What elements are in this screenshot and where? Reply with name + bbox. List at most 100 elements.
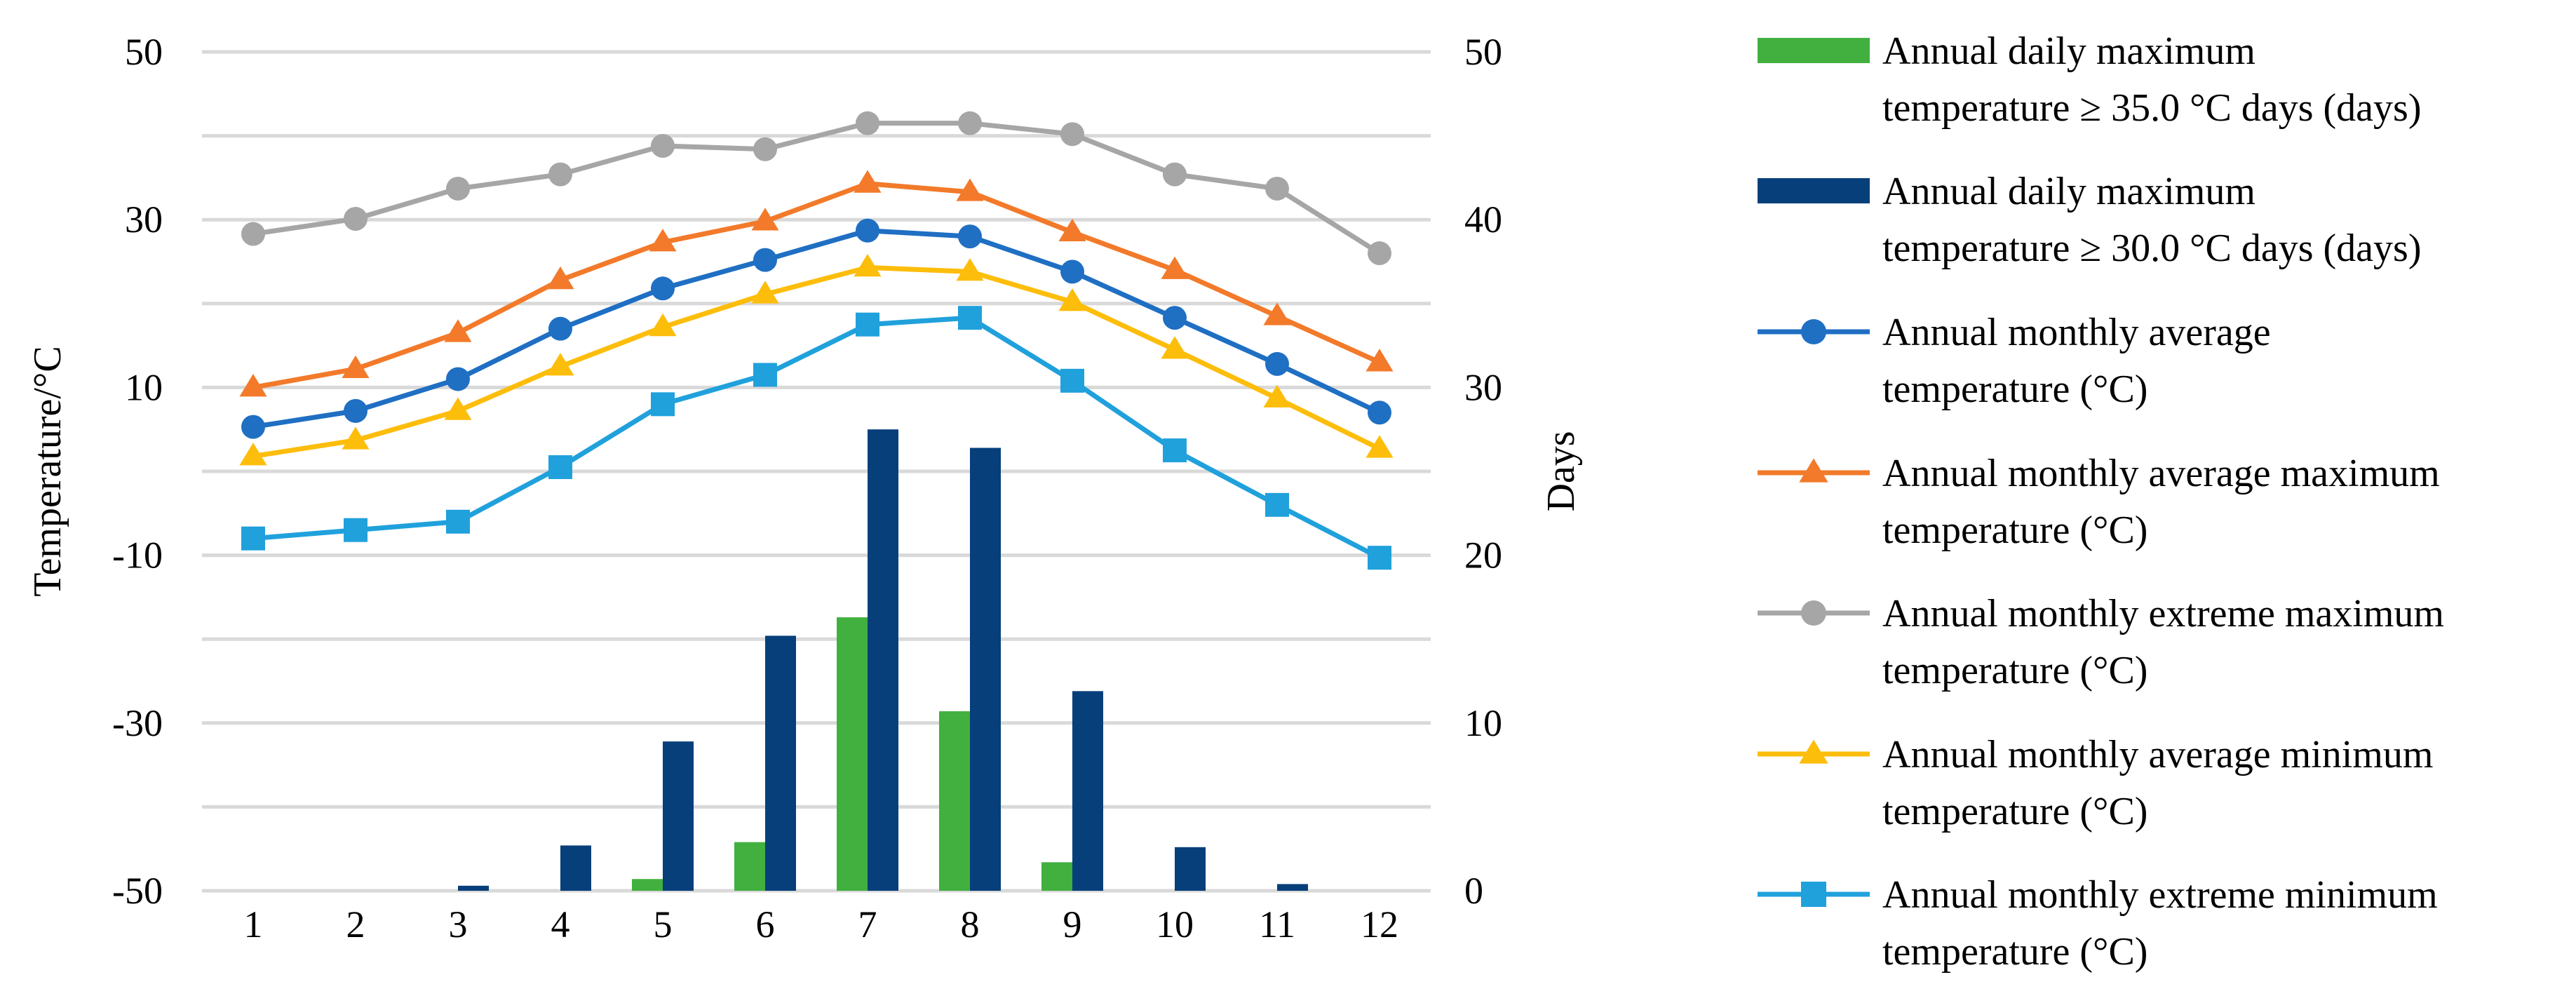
x-axis-ticks: 1 2 3 4 5 6 7 8 9 10 11 12 — [244, 903, 1399, 945]
data-point — [342, 426, 370, 450]
data-point — [1058, 218, 1086, 242]
bar-ge30 — [970, 447, 1001, 891]
line-series-ext-max — [241, 111, 1391, 266]
legend-ext-min: Annual monthly extreme minimum temperatur… — [1758, 873, 2438, 974]
right-tick-label: 20 — [1464, 534, 1502, 577]
data-point — [1163, 162, 1187, 187]
data-point — [1265, 351, 1289, 376]
data-point — [1365, 435, 1394, 458]
data-point — [239, 443, 267, 466]
data-point — [342, 355, 370, 379]
data-point — [1368, 400, 1391, 425]
data-point — [854, 253, 882, 277]
data-point — [649, 313, 677, 337]
legend-label: temperature (°C) — [1882, 649, 2147, 692]
legend-marker — [1801, 319, 1826, 344]
bar-ge30 — [1277, 884, 1308, 891]
right-tick-label: 10 — [1464, 702, 1502, 744]
x-tick-label: 11 — [1259, 903, 1295, 945]
x-tick-label: 1 — [244, 903, 263, 945]
bar-ge35 — [1041, 862, 1072, 891]
data-point — [446, 367, 470, 391]
data-point — [241, 526, 265, 551]
data-point — [446, 509, 470, 534]
right-tick-label: 30 — [1464, 366, 1502, 408]
data-point — [444, 319, 472, 342]
bar-ge35 — [632, 879, 663, 891]
legend-marker — [1799, 739, 1828, 764]
line-series-avg-min — [239, 253, 1394, 466]
series-line — [252, 228, 1381, 430]
x-tick-label: 12 — [1361, 903, 1398, 945]
bar-series-group — [458, 429, 1308, 891]
legend-label: temperature (°C) — [1882, 930, 2147, 974]
data-point — [751, 281, 779, 304]
x-tick-label: 9 — [1063, 903, 1082, 945]
legend-label: Annual monthly average minimum — [1882, 733, 2433, 776]
data-point — [958, 111, 982, 135]
series-line — [252, 315, 1381, 560]
x-tick-label: 6 — [756, 903, 775, 945]
bar-ge35 — [939, 711, 970, 891]
data-point — [1368, 546, 1391, 570]
data-point — [1161, 336, 1189, 359]
legend-label: temperature ≥ 30.0 °C days (days) — [1882, 227, 2421, 270]
legend-ext-max: Annual monthly extreme maximum temperatur… — [1758, 592, 2444, 692]
line-series-avg-max — [239, 170, 1394, 397]
series-line — [252, 121, 1381, 256]
legend-label: Annual daily maximum — [1882, 170, 2255, 213]
legend-label: Annual monthly extreme maximum — [1882, 592, 2444, 635]
data-point — [1058, 288, 1086, 311]
data-point — [1060, 368, 1084, 393]
data-point — [649, 229, 677, 252]
data-point — [1368, 241, 1391, 266]
data-point — [856, 312, 879, 337]
data-point — [241, 222, 265, 246]
line-series-group — [239, 111, 1394, 570]
legend-avg-min: Annual monthly average minimum temperatur… — [1758, 733, 2433, 833]
left-tick-label: 10 — [125, 366, 163, 408]
legend-label: Annual monthly extreme minimum — [1882, 873, 2438, 917]
legend-label: temperature (°C) — [1882, 509, 2147, 552]
data-point — [546, 353, 574, 376]
data-point — [548, 162, 572, 187]
x-tick-label: 3 — [449, 903, 468, 945]
bar-ge30 — [663, 741, 694, 891]
left-axis-title: Temperature/°C — [26, 346, 69, 596]
data-point — [444, 397, 472, 420]
data-point — [1263, 384, 1291, 408]
legend-label: temperature ≥ 35.0 °C days (days) — [1882, 86, 2421, 130]
data-point — [1265, 492, 1289, 517]
data-point — [1265, 176, 1289, 201]
data-point — [1060, 260, 1084, 284]
right-tick-label: 40 — [1464, 198, 1502, 241]
legend-marker — [1799, 458, 1828, 483]
legend: Annual daily maximum temperature ≥ 35.0 °… — [1758, 29, 2444, 974]
x-tick-label: 4 — [551, 903, 570, 945]
legend-avg: Annual monthly average temperature (°C) — [1758, 311, 2271, 411]
data-point — [1365, 349, 1394, 372]
line-series-ext-min — [241, 306, 1391, 570]
left-tick-label: 50 — [125, 31, 163, 73]
data-point — [956, 178, 984, 201]
data-point — [651, 392, 675, 417]
x-tick-label: 10 — [1156, 903, 1194, 945]
data-point — [344, 518, 367, 542]
data-point — [548, 316, 572, 341]
series-line — [252, 264, 1381, 459]
legend-marker — [1801, 600, 1826, 626]
left-tick-label: 30 — [125, 198, 163, 241]
legend-swatch — [1758, 178, 1870, 203]
data-point — [548, 455, 572, 480]
data-point — [446, 176, 470, 201]
data-point — [546, 266, 574, 290]
bar-ge30 — [1175, 847, 1206, 891]
data-point — [856, 111, 879, 135]
gridlines — [202, 50, 1431, 893]
data-point — [239, 374, 267, 397]
legend-avg-max: Annual monthly average maximum temperatur… — [1758, 452, 2440, 552]
right-tick-label: 0 — [1464, 870, 1483, 912]
data-point — [1163, 438, 1187, 463]
bar-ge35 — [734, 842, 765, 891]
